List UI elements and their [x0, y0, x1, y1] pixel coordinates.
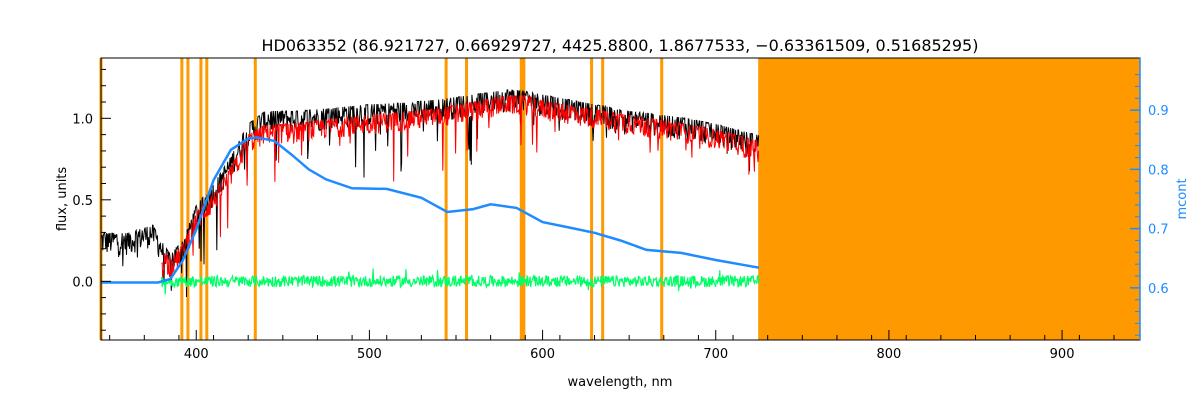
y2-tick-label: 0.7: [1148, 223, 1169, 238]
series-model: [161, 95, 760, 285]
y-tick-label: 0.0: [72, 275, 93, 290]
masked-line: [199, 58, 203, 340]
y2-tick-label: 0.8: [1148, 163, 1169, 178]
axis-ticks: 400 500 600 700 800 900 0.0 0.5 1.0 0.6 0.7 0.8 0.9: [72, 68, 1169, 362]
y-tick-label: 0.5: [72, 194, 93, 209]
x-tick-label: 700: [703, 347, 728, 362]
y2-tick-label: 0.9: [1148, 104, 1169, 119]
x-tick-label: 900: [1050, 347, 1075, 362]
masked-region: [758, 58, 1140, 340]
masked-line: [444, 58, 448, 340]
masked-line: [253, 58, 257, 340]
series-continuum: [101, 136, 760, 284]
y2-axis-label: mcont: [1175, 178, 1190, 219]
x-tick-label: 600: [530, 347, 555, 362]
masked-line: [519, 58, 523, 340]
x-tick-label: 500: [357, 347, 382, 362]
y-axis-label: flux, units: [55, 167, 70, 232]
masked-regions: [99, 58, 1140, 340]
x-axis-label: wavelength, nm: [568, 375, 673, 390]
masked-line: [180, 58, 184, 340]
masked-line: [660, 58, 664, 340]
masked-line: [522, 58, 526, 340]
y2-tick-label: 0.6: [1148, 282, 1169, 297]
data-series: [100, 89, 760, 298]
masked-line: [590, 58, 594, 340]
x-tick-label: 400: [184, 347, 209, 362]
x-tick-label: 800: [876, 347, 901, 362]
masked-line: [465, 58, 469, 340]
masked-line: [601, 58, 605, 340]
masked-line: [186, 58, 190, 340]
chart-title: HD063352 (86.921727, 0.66929727, 4425.88…: [262, 36, 979, 55]
series-residual: [161, 268, 760, 295]
y-tick-label: 1.0: [72, 112, 93, 127]
